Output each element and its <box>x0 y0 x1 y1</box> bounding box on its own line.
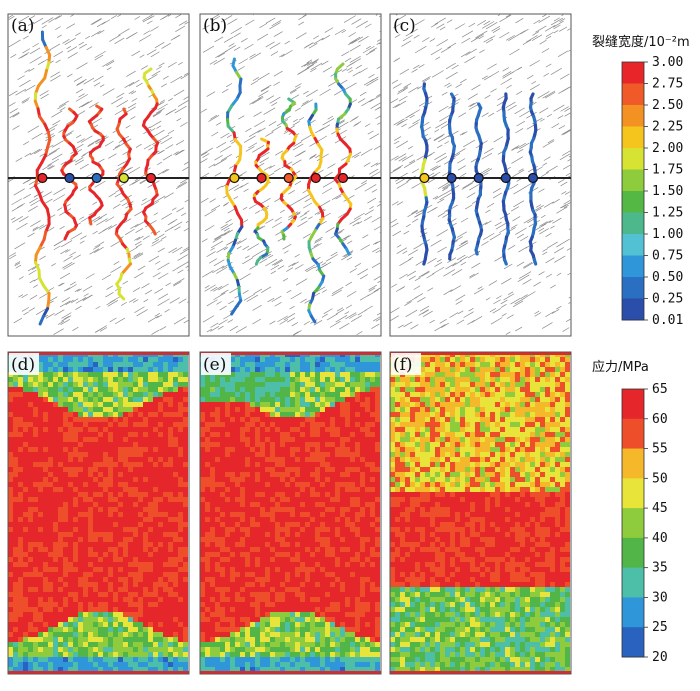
colorbar-tick-label: 1.00 <box>652 227 683 242</box>
colorbar-tick-label: 20 <box>652 650 668 665</box>
colorbar-tick-label: 45 <box>652 501 668 516</box>
perforation-marker <box>91 172 102 184</box>
colorbar-swatch <box>622 234 644 256</box>
perforation-marker <box>446 172 457 184</box>
colorbar-tick-label: 35 <box>652 561 668 576</box>
fracture-panel-a: (a) <box>7 13 190 337</box>
panel-label: (f) <box>393 355 413 375</box>
colorbar-swatch <box>622 126 644 149</box>
colorbar-swatch <box>622 255 644 278</box>
colorbar-swatch <box>622 389 644 420</box>
stress-panel-d: (d) <box>7 351 190 675</box>
perforation-marker <box>64 172 75 184</box>
colorbar-tick-label: 55 <box>652 442 668 457</box>
perforation-marker <box>527 172 539 184</box>
colorbar-swatch <box>622 567 644 598</box>
colorbar-swatch <box>622 597 644 628</box>
colorbar-swatch <box>622 169 644 192</box>
fracture-panel-b: (b) <box>199 13 382 337</box>
hydraulic-fracture <box>252 137 270 266</box>
hydraulic-fracture <box>306 102 326 324</box>
colorbar-tick-label: 60 <box>652 412 668 427</box>
natural-fractures <box>8 14 189 335</box>
perforation-marker <box>283 172 294 184</box>
colorbar-tick-label: 2.75 <box>652 77 683 92</box>
perforation-marker <box>256 172 267 184</box>
perforation-marker <box>473 172 484 184</box>
colorbar-title: 应力/MPa <box>592 359 649 375</box>
hydraulic-fracture <box>33 30 52 326</box>
colorbar-tick-label: 65 <box>652 382 668 397</box>
panel-label: (e) <box>203 355 226 375</box>
colorbar-tick-label: 0.75 <box>652 249 683 264</box>
perforation-marker <box>419 172 430 184</box>
colorbar-tick-label: 1.50 <box>652 184 683 199</box>
colorbar-swatch <box>622 298 644 321</box>
colorbar-tick-label: 50 <box>652 471 668 486</box>
colorbar-tick-label: 1.25 <box>652 206 683 221</box>
colorbar-swatch <box>622 508 644 539</box>
colorbar-tick-label: 0.01 <box>652 313 683 328</box>
natural-fractures <box>390 14 571 335</box>
panel-label: (d) <box>11 355 35 375</box>
hydraulic-fracture <box>225 57 244 316</box>
perforation-marker <box>310 172 321 184</box>
colorbar-swatch <box>622 478 644 509</box>
colorbar-tick-label: 0.50 <box>652 270 683 285</box>
colorbar-swatch <box>622 537 644 569</box>
hydraulic-fracture <box>501 92 511 266</box>
panel-label: (b) <box>203 16 227 36</box>
colorbar-swatch <box>622 448 644 479</box>
colorbar-tick-label: 2.00 <box>652 141 683 156</box>
perforation-marker <box>37 172 48 184</box>
stress-panels: (d) (e) (f) <box>7 351 572 675</box>
colorbar-swatch <box>622 277 644 299</box>
colorbar-swatch <box>622 212 644 235</box>
hydraulic-fracture <box>87 104 105 226</box>
stress-panel-f: (f) <box>389 351 572 675</box>
colorbar-swatch <box>622 105 644 127</box>
panel-label: (c) <box>393 16 416 36</box>
colorbar-tick-label: 40 <box>652 531 668 546</box>
colorbar-tick-label: 3.00 <box>652 55 683 70</box>
colorbar-tick-label: 1.75 <box>652 163 683 178</box>
perforation-marker <box>500 172 511 184</box>
perforation-marker <box>229 172 240 184</box>
perforation-marker <box>118 172 129 184</box>
fracture-panels: (a) (b) (c) <box>7 13 572 337</box>
hydraulic-fracture <box>279 97 298 241</box>
colorbar-swatch <box>622 627 644 658</box>
colorbar-title: 裂缝宽度/10⁻²m <box>592 34 690 50</box>
colorbar-swatch <box>622 418 644 450</box>
hydraulic-fracture <box>474 102 484 256</box>
perforation-marker <box>337 172 349 184</box>
panel-label: (a) <box>11 16 34 36</box>
colorbar-swatch <box>622 83 644 106</box>
stress-panel-e: (e) <box>199 351 382 675</box>
perforation-marker <box>145 172 157 184</box>
width-colorbar: 裂缝宽度/10⁻²m 3.00 2.75 2.50 2.25 2.00 1.75 1.50 1.… <box>592 34 690 328</box>
fracture-panel-c: (c) <box>389 13 572 337</box>
colorbar-swatch <box>622 62 644 84</box>
colorbar-tick-label: 0.25 <box>652 292 683 307</box>
colorbar-swatch <box>622 191 644 213</box>
colorbar-tick-label: 2.50 <box>652 98 683 113</box>
hydraulic-fracture <box>114 107 133 301</box>
colorbar-tick-label: 30 <box>652 590 668 605</box>
colorbar-tick-label: 25 <box>652 620 668 635</box>
hydraulic-fracture <box>333 62 353 256</box>
colorbar-tick-label: 2.25 <box>652 120 683 135</box>
colorbar-swatch <box>622 148 644 170</box>
